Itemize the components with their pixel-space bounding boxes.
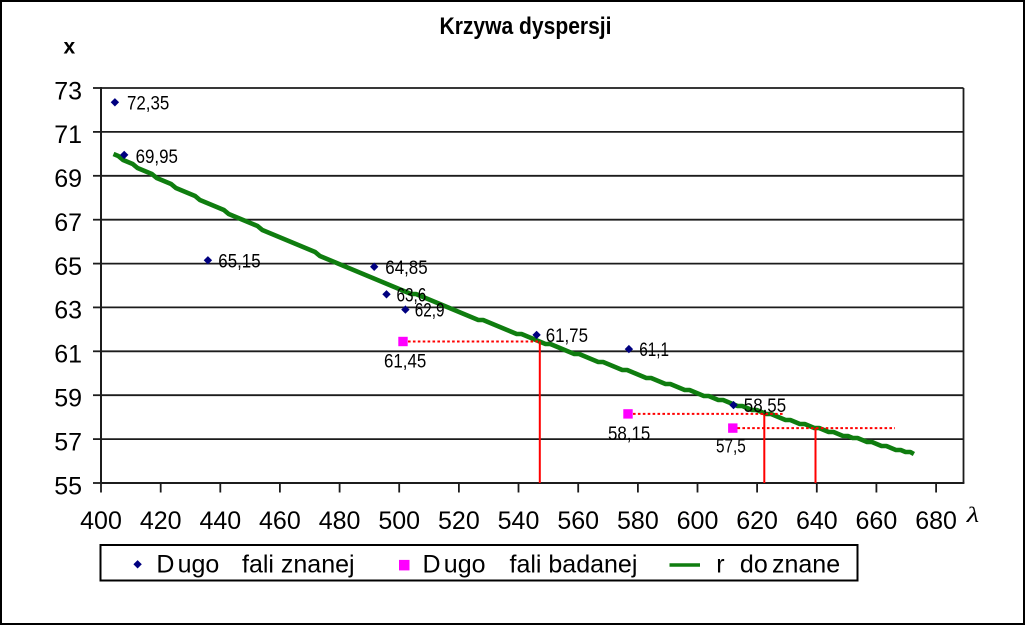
- svg-text:420: 420: [140, 507, 182, 535]
- svg-text:58,15: 58,15: [608, 424, 650, 445]
- svg-text:D: D: [423, 551, 441, 579]
- svg-text:400: 400: [80, 507, 122, 535]
- svg-text:ugo: ugo: [444, 551, 486, 579]
- svg-text:65,15: 65,15: [218, 251, 260, 272]
- svg-text:fali badanej: fali badanej: [510, 551, 638, 579]
- svg-text:r: r: [716, 551, 724, 579]
- svg-text:69: 69: [54, 165, 82, 193]
- svg-text:61,1: 61,1: [639, 340, 669, 361]
- svg-text:57: 57: [54, 428, 82, 456]
- svg-text:61,75: 61,75: [546, 326, 588, 347]
- svg-text:λ: λ: [966, 502, 980, 527]
- svg-text:500: 500: [378, 507, 420, 535]
- svg-text:560: 560: [557, 507, 599, 535]
- svg-text:61: 61: [54, 341, 82, 369]
- svg-text:63,6: 63,6: [397, 285, 427, 306]
- svg-text:59: 59: [54, 385, 82, 413]
- svg-text:64,85: 64,85: [385, 258, 427, 279]
- svg-text:72,35: 72,35: [127, 93, 169, 114]
- svg-text:65: 65: [54, 253, 82, 281]
- svg-text:57,5: 57,5: [716, 437, 746, 458]
- svg-text:540: 540: [498, 507, 540, 535]
- svg-text:440: 440: [199, 507, 241, 535]
- svg-text:63: 63: [54, 297, 82, 325]
- svg-text:580: 580: [617, 507, 659, 535]
- svg-text:o: o: [754, 551, 768, 579]
- svg-text:480: 480: [319, 507, 361, 535]
- svg-text:640: 640: [796, 507, 838, 535]
- svg-text:620: 620: [736, 507, 778, 535]
- svg-text:Krzywa dyspersji: Krzywa dyspersji: [440, 13, 612, 40]
- svg-text:znane: znane: [772, 551, 840, 579]
- svg-text:61,45: 61,45: [384, 352, 426, 373]
- svg-text:73: 73: [54, 77, 82, 105]
- svg-text:62,9: 62,9: [415, 301, 445, 322]
- svg-text:67: 67: [54, 209, 82, 237]
- svg-text:69,95: 69,95: [136, 147, 178, 168]
- svg-text:d: d: [740, 551, 754, 579]
- svg-text:58,55: 58,55: [744, 396, 786, 417]
- svg-text:x: x: [64, 36, 76, 59]
- svg-text:fali znanej: fali znanej: [242, 551, 355, 579]
- svg-text:ugo: ugo: [178, 551, 220, 579]
- svg-text:600: 600: [677, 507, 719, 535]
- svg-text:D: D: [156, 551, 174, 579]
- svg-text:520: 520: [438, 507, 480, 535]
- svg-text:55: 55: [54, 472, 82, 500]
- svg-text:71: 71: [54, 121, 82, 149]
- svg-text:460: 460: [259, 507, 301, 535]
- svg-text:660: 660: [856, 507, 898, 535]
- svg-text:680: 680: [915, 507, 957, 535]
